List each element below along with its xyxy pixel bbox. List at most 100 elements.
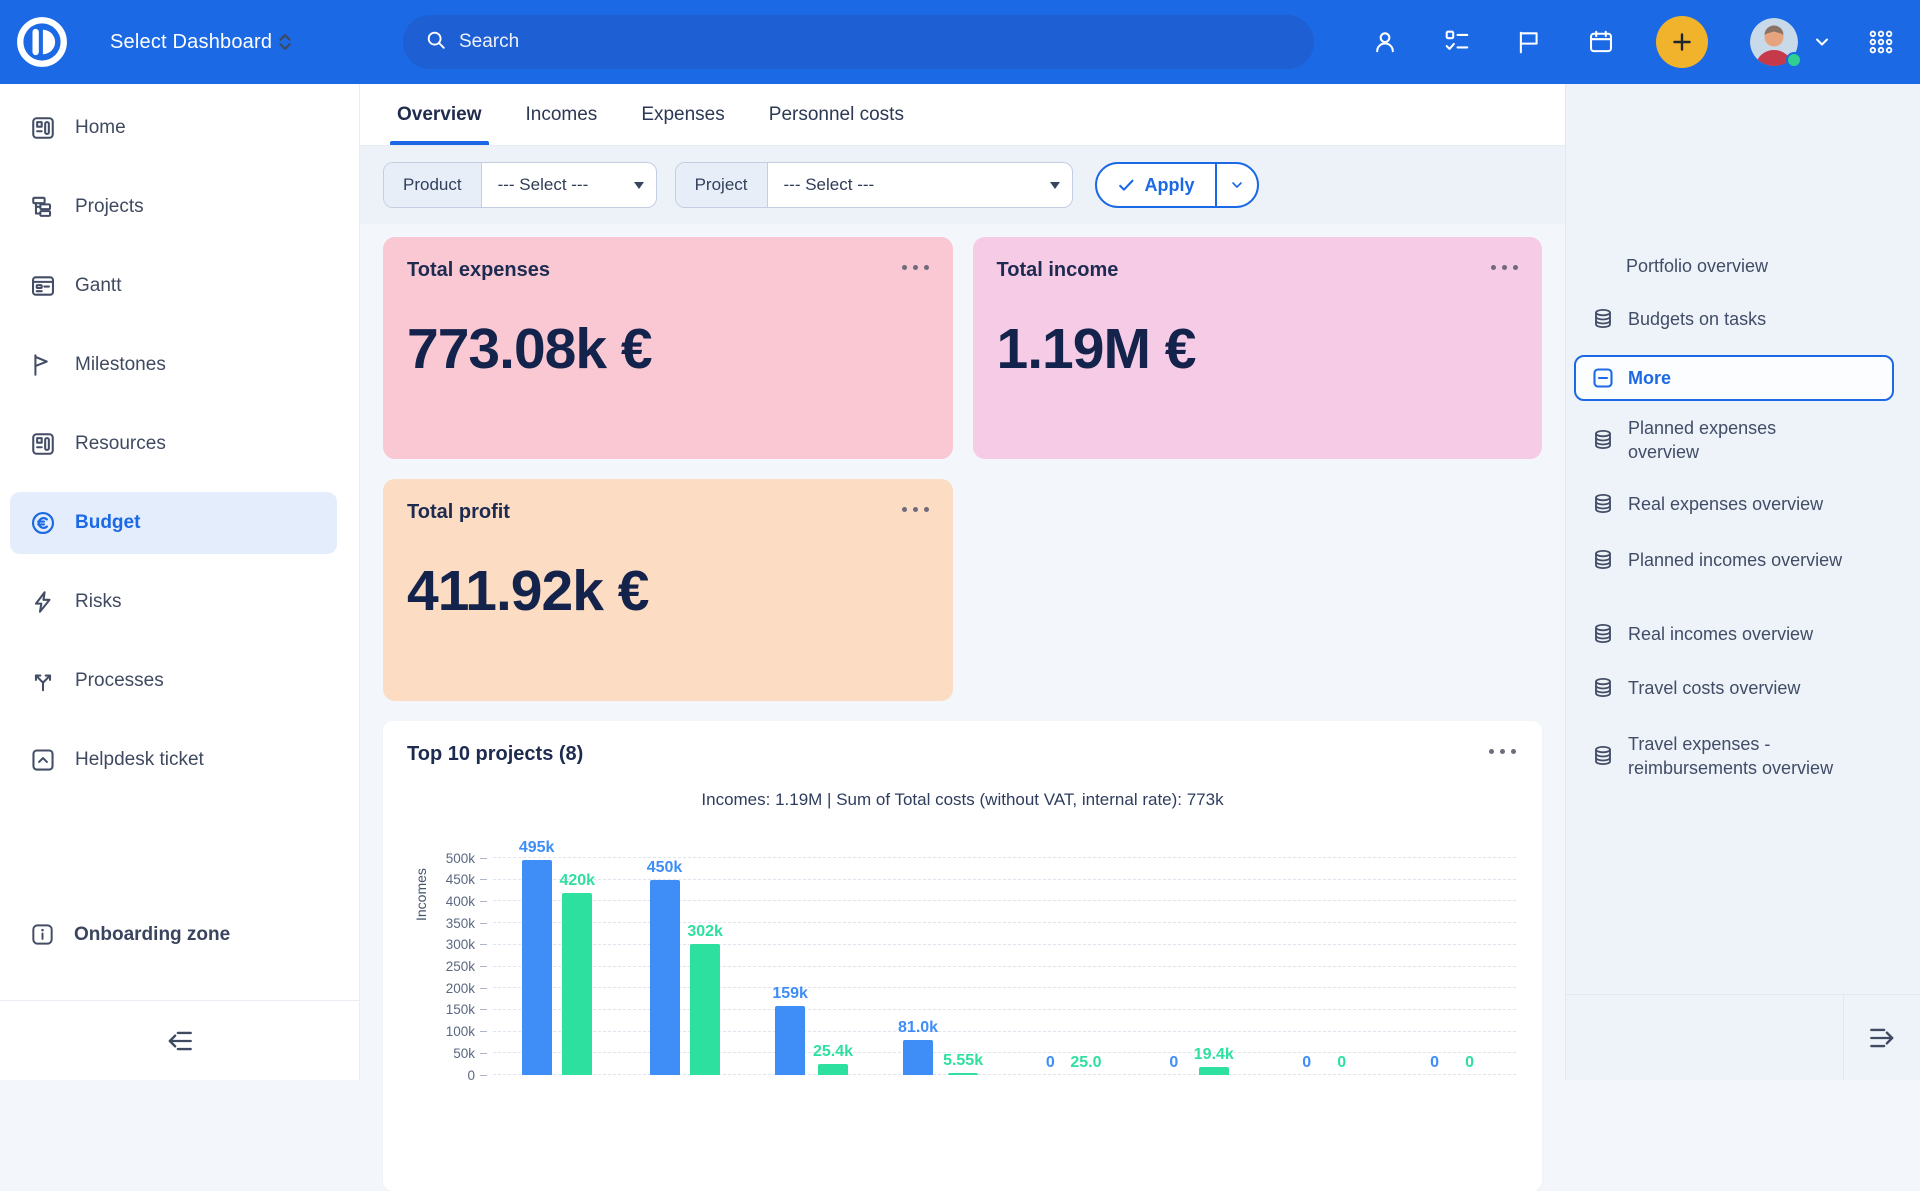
bar-value-label: 0 — [1045, 1054, 1055, 1071]
sidebar-item-pill: Gantt — [10, 255, 337, 317]
online-status-dot — [1786, 52, 1802, 68]
sidebar-item-label: Helpdesk ticket — [75, 748, 204, 770]
y-tick-label: 300k — [445, 937, 475, 953]
bar-value-label: 302k — [687, 922, 723, 940]
sidebar-item-resources[interactable]: Resources — [0, 404, 359, 483]
kpi-card-title: Total profit — [407, 501, 510, 523]
sidebar-item-projects[interactable]: Projects — [0, 167, 359, 246]
sidebar-item-milestones[interactable]: Milestones — [0, 325, 359, 404]
sidebar-item-onboarding-zone[interactable]: Onboarding zone — [0, 922, 359, 947]
report-item-planned-incomes-overview[interactable]: Planned incomes overview — [1566, 548, 1920, 572]
tab-incomes[interactable]: Incomes — [525, 103, 598, 125]
calendar-icon[interactable] — [1588, 29, 1614, 55]
chevron-down-icon[interactable] — [1812, 32, 1832, 52]
y-tick-label: 450k — [445, 872, 475, 888]
expand-panel-icon[interactable] — [1867, 1023, 1897, 1053]
tab-personnel-costs[interactable]: Personnel costs — [768, 103, 904, 125]
gridline — [493, 857, 1516, 858]
sidebar-item-risks[interactable]: Risks — [0, 562, 359, 641]
sidebar-item-label: Gantt — [75, 274, 122, 296]
chevron-down-icon[interactable] — [305, 198, 323, 216]
flag-icon[interactable] — [1516, 29, 1542, 55]
grid-layout-icon — [30, 431, 56, 457]
report-item-travel-costs-overview[interactable]: Travel costs overview — [1566, 676, 1920, 700]
sidebar-item-label: Processes — [75, 669, 164, 691]
right-sidebar: Portfolio overview Budgets on tasks More Pl… — [1565, 84, 1920, 1080]
bar-total-costs: 5.55k — [943, 1052, 983, 1075]
bar-value-label: 81.0k — [898, 1018, 939, 1036]
kpi-card-total-income: Total income 1.19M € — [972, 237, 1542, 459]
tab-bar: Overview Incomes Expenses Personnel costs — [360, 84, 1565, 146]
tasks-checklist-icon[interactable] — [1444, 29, 1470, 55]
bar-group-3: 159k 25.4k — [749, 985, 877, 1075]
report-item-planned-expenses-overview[interactable]: Planned expenses overview — [1566, 416, 1920, 464]
bar-value-label: 495k — [518, 839, 555, 857]
y-tick-label: 350k — [445, 915, 475, 931]
bar-total-costs: 25.0 — [1070, 1054, 1101, 1075]
project-filter-select[interactable]: --- Select --- — [768, 163, 1072, 207]
chart-card-menu[interactable] — [1489, 743, 1516, 760]
kpi-card-menu[interactable] — [1491, 259, 1518, 276]
report-item-real-expenses-overview[interactable]: Real expenses overview — [1566, 492, 1920, 516]
sidebar-item-helpdesk-ticket[interactable]: Helpdesk ticket — [0, 720, 359, 799]
chart-card-title: Top 10 projects (8) — [407, 743, 584, 765]
y-tick: 350k — [383, 915, 487, 931]
collapse-sidebar-icon[interactable] — [165, 1026, 195, 1056]
database-icon — [1591, 622, 1615, 646]
kpi-card-menu[interactable] — [901, 501, 929, 518]
report-item-label: Budgets on tasks — [1628, 309, 1767, 329]
tab-overview[interactable]: Overview — [390, 84, 488, 145]
bar — [690, 943, 721, 1075]
expand-panel-box — [1843, 995, 1920, 1080]
database-icon — [1591, 548, 1615, 572]
y-tick: 200k — [383, 980, 487, 996]
y-tick: 0 — [383, 1068, 487, 1083]
y-tick-label: 250k — [445, 959, 475, 974]
tab-expenses[interactable]: Expenses — [641, 103, 725, 125]
bar-group-1: 495k 420k — [493, 839, 621, 1075]
apps-grid-icon[interactable] — [1868, 29, 1894, 55]
user-avatar[interactable] — [1750, 18, 1802, 68]
chevron-down-icon[interactable] — [305, 119, 323, 137]
y-tick-label: 200k — [445, 980, 475, 996]
bar-value-label: 19.4k — [1193, 1045, 1234, 1063]
sidebar-item-budget[interactable]: Budget — [0, 483, 359, 562]
sidebar-item-gantt[interactable]: Gantt — [0, 246, 359, 325]
hierarchy-icon — [30, 194, 56, 220]
chart-subtitle: Incomes: 1.19M | Sum of Total costs (wit… — [701, 790, 1224, 809]
user-icon[interactable] — [1372, 29, 1398, 55]
logo-icon — [17, 17, 67, 67]
search-input[interactable] — [459, 31, 1292, 53]
info-icon — [30, 922, 55, 947]
app-logo[interactable] — [0, 0, 84, 84]
dashboard-selector[interactable]: Select Dashboard — [84, 0, 320, 84]
database-icon — [1591, 428, 1615, 452]
bar-total-costs: 302k — [687, 923, 723, 1075]
bar-value-label: 5.55k — [943, 1051, 984, 1069]
report-item-budgets-on-tasks[interactable]: Budgets on tasks — [1566, 307, 1920, 331]
apply-button-group: Apply — [1094, 162, 1259, 208]
right-sidebar-footer — [1566, 994, 1920, 1080]
y-tick-mark — [480, 1052, 487, 1054]
report-item-portfolio-overview[interactable]: Portfolio overview — [1566, 254, 1920, 278]
bar — [903, 1039, 934, 1075]
search-bar[interactable] — [403, 15, 1314, 69]
lightning-icon — [30, 589, 56, 615]
apply-button[interactable]: Apply — [1097, 164, 1215, 206]
report-item-real-incomes-overview[interactable]: Real incomes overview — [1566, 622, 1920, 646]
sidebar-item-processes[interactable]: Processes — [0, 641, 359, 720]
add-button[interactable] — [1656, 16, 1708, 68]
sidebar-item-pill: Processes — [10, 650, 337, 712]
bar-incomes: 0 — [1420, 1054, 1450, 1075]
product-filter-select[interactable]: --- Select --- — [482, 163, 656, 207]
apply-options-button[interactable] — [1214, 164, 1257, 206]
bar-value-label: 0 — [1337, 1054, 1347, 1071]
report-item-travel-expenses-reimbursements-overview[interactable]: Travel expenses - reimbursements overvie… — [1566, 732, 1920, 780]
kpi-card-menu[interactable] — [901, 259, 929, 276]
sidebar-item-home[interactable]: Home — [0, 88, 359, 167]
bar-value-label: 25.4k — [812, 1043, 853, 1060]
y-tick-mark — [480, 1074, 487, 1076]
apply-button-label: Apply — [1144, 174, 1195, 195]
report-item-more[interactable]: More — [1574, 355, 1894, 401]
